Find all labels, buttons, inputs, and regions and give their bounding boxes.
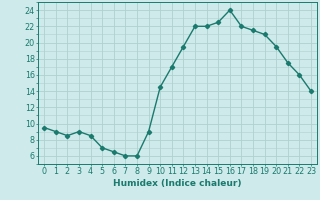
X-axis label: Humidex (Indice chaleur): Humidex (Indice chaleur) (113, 179, 242, 188)
